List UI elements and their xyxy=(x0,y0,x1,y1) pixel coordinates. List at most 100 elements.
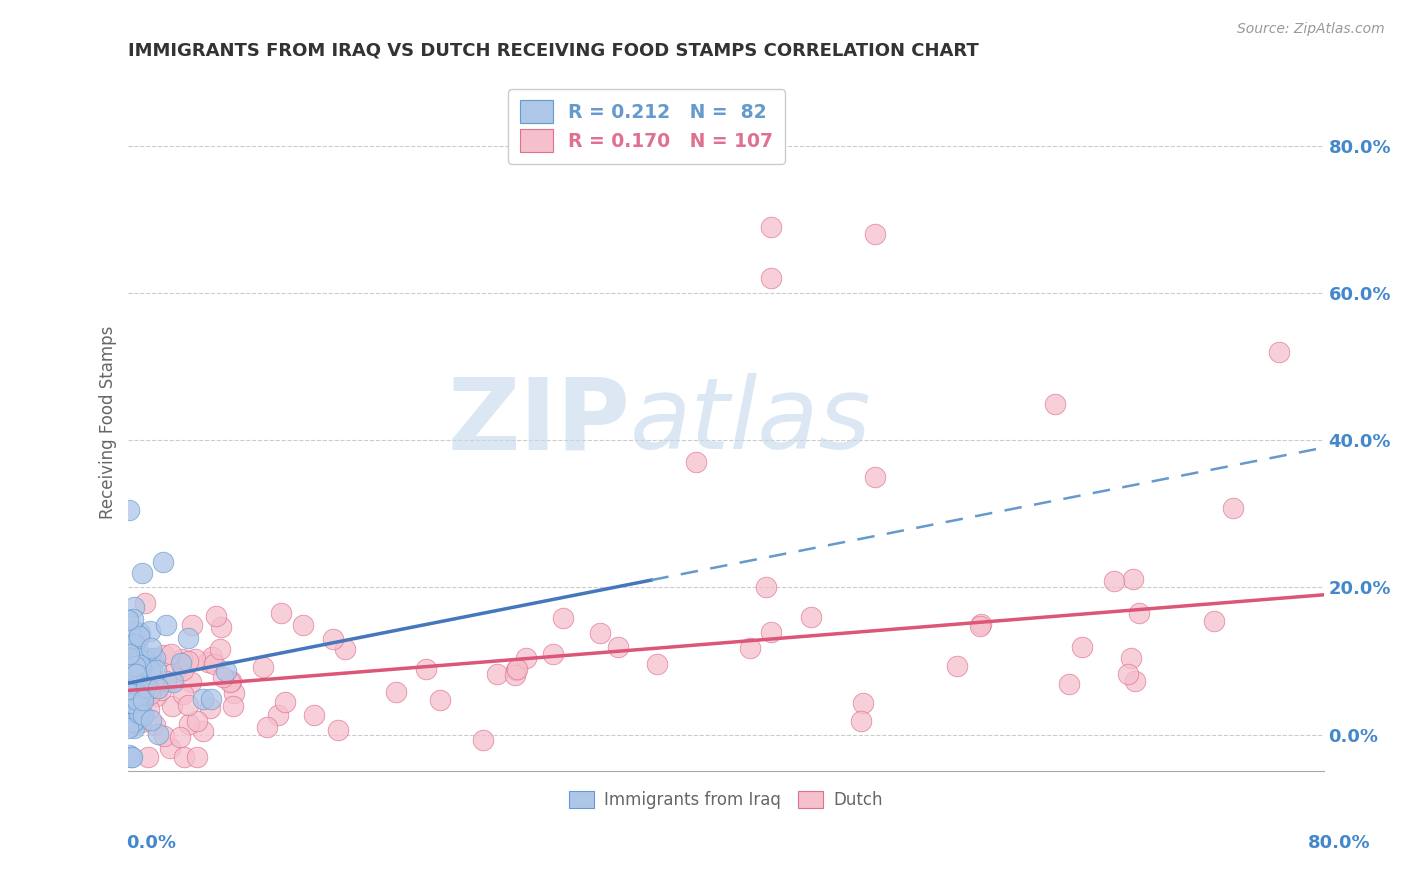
Point xyxy=(125,640,148,654)
Point xyxy=(139,713,162,727)
Point xyxy=(201,649,224,664)
Point xyxy=(141,659,163,673)
Point xyxy=(204,609,226,624)
Point xyxy=(139,624,162,639)
Point xyxy=(121,648,143,663)
Point xyxy=(162,675,184,690)
Point xyxy=(120,718,142,732)
Point xyxy=(969,616,991,631)
Point xyxy=(127,651,149,665)
Point xyxy=(122,599,145,614)
Point xyxy=(139,687,162,701)
Point xyxy=(505,663,527,677)
Point xyxy=(129,666,152,681)
Point xyxy=(122,673,145,688)
Point xyxy=(122,637,145,651)
Point xyxy=(122,715,145,730)
Point xyxy=(139,640,162,655)
Point xyxy=(485,666,508,681)
Point xyxy=(121,653,143,667)
Point xyxy=(124,692,146,706)
Point xyxy=(128,706,150,721)
Point xyxy=(120,660,142,674)
Point xyxy=(118,677,141,691)
Point xyxy=(551,611,574,625)
Point xyxy=(219,674,242,689)
Point xyxy=(128,629,150,643)
Point xyxy=(134,596,156,610)
Point xyxy=(209,642,232,657)
Point xyxy=(472,732,495,747)
Point xyxy=(122,703,145,717)
Point xyxy=(145,664,167,678)
Text: atlas: atlas xyxy=(630,374,872,470)
Point xyxy=(118,648,141,662)
Point xyxy=(328,723,350,738)
Point xyxy=(172,651,194,665)
Point xyxy=(122,624,145,639)
Point xyxy=(191,692,214,706)
Point xyxy=(117,722,139,736)
Point xyxy=(146,677,169,691)
Point xyxy=(506,662,529,676)
Point xyxy=(122,684,145,698)
Point xyxy=(122,668,145,682)
Point xyxy=(1123,673,1146,688)
Point xyxy=(755,580,778,594)
Point xyxy=(124,654,146,668)
Point xyxy=(200,691,222,706)
Point xyxy=(124,712,146,726)
Point xyxy=(122,687,145,701)
Point xyxy=(1267,345,1289,359)
Point xyxy=(1121,651,1143,665)
Point xyxy=(170,656,193,670)
Point xyxy=(256,720,278,734)
Point xyxy=(160,648,183,662)
Point xyxy=(121,714,143,729)
Point xyxy=(172,687,194,701)
Point xyxy=(292,618,315,632)
Point xyxy=(252,660,274,674)
Point xyxy=(212,670,235,684)
Point xyxy=(139,651,162,665)
Point xyxy=(209,620,232,634)
Point xyxy=(127,692,149,706)
Point xyxy=(128,690,150,704)
Point xyxy=(685,455,707,469)
Point xyxy=(132,693,155,707)
Point xyxy=(131,710,153,724)
Point xyxy=(172,664,194,678)
Point xyxy=(1204,614,1226,628)
Point xyxy=(117,613,139,627)
Point xyxy=(155,618,177,632)
Point xyxy=(415,662,437,676)
Point xyxy=(176,654,198,668)
Point xyxy=(128,658,150,673)
Point xyxy=(163,665,186,680)
Point xyxy=(202,657,225,671)
Point xyxy=(121,612,143,626)
Point xyxy=(143,650,166,665)
Point xyxy=(129,625,152,640)
Point xyxy=(131,566,153,581)
Point xyxy=(429,693,451,707)
Point xyxy=(120,698,142,712)
Point xyxy=(162,698,184,713)
Point xyxy=(852,696,875,710)
Point xyxy=(191,723,214,738)
Point xyxy=(155,673,177,688)
Point xyxy=(1043,396,1066,410)
Point xyxy=(143,718,166,732)
Point xyxy=(145,689,167,703)
Point xyxy=(131,681,153,696)
Point xyxy=(169,730,191,744)
Point xyxy=(1122,572,1144,586)
Point xyxy=(118,680,141,694)
Point xyxy=(304,707,326,722)
Point xyxy=(849,714,872,729)
Point xyxy=(222,686,245,700)
Point xyxy=(385,685,408,699)
Text: IMMIGRANTS FROM IRAQ VS DUTCH RECEIVING FOOD STAMPS CORRELATION CHART: IMMIGRANTS FROM IRAQ VS DUTCH RECEIVING … xyxy=(128,42,979,60)
Point xyxy=(148,727,170,741)
Text: 0.0%: 0.0% xyxy=(127,834,177,852)
